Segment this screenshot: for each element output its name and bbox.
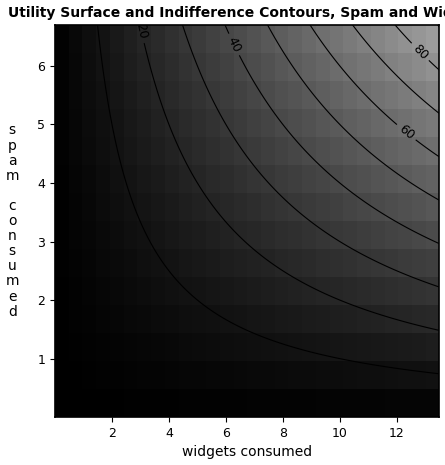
Text: 40: 40	[225, 34, 243, 54]
Text: 20: 20	[134, 22, 150, 40]
Text: 80: 80	[410, 42, 430, 62]
X-axis label: widgets consumed: widgets consumed	[182, 445, 312, 459]
Y-axis label: s
p
a
m
 
c
o
n
s
u
m
e
d: s p a m c o n s u m e d	[5, 123, 19, 319]
Title: Utility Surface and Indifference Contours, Spam and Widgets: Utility Surface and Indifference Contour…	[8, 6, 445, 20]
Text: 60: 60	[396, 122, 417, 142]
